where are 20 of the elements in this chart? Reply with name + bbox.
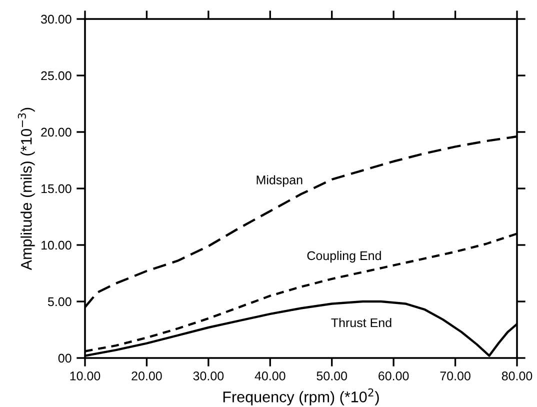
x-tick-label: 60.00 [378,372,409,380]
x-tick-label: 20.00 [132,372,162,380]
y-tick-label: 10.00 [41,240,72,250]
y-tick-label: 30.00 [41,14,72,24]
x-axis-title: Frequency (rpm) (*10$^{2}$) [223,388,379,406]
x-tick-label: 70.00 [440,372,470,380]
y-tick-label: 15.00 [41,184,72,194]
x-tick-label: 40.00 [254,372,286,380]
x-tick-label: 30.00 [193,372,224,380]
series-label: Coupling End [307,250,381,263]
x-tick-label: 10.00 [70,372,100,380]
y-tick-label: 20.00 [41,128,72,137]
y-tick-label: 00 [58,354,72,363]
y-axis-title: Amplitude (mils) (*10$^{−3}$) [18,108,35,270]
series-label: Thrust End [331,318,392,328]
y-tick-label: 25.00 [41,71,72,80]
series-label: Midspan [256,175,302,187]
x-tick-label: 50.00 [316,372,348,380]
x-tick-label: 80.00 [502,372,532,380]
y-tick-label: 5.00 [48,297,72,306]
